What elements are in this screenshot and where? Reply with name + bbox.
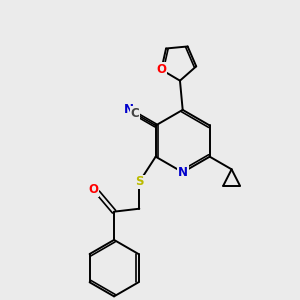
Text: C: C bbox=[131, 107, 140, 120]
Text: O: O bbox=[156, 63, 166, 76]
Text: N: N bbox=[124, 103, 134, 116]
Text: O: O bbox=[88, 183, 98, 196]
Text: S: S bbox=[135, 176, 144, 188]
Text: N: N bbox=[178, 166, 188, 179]
